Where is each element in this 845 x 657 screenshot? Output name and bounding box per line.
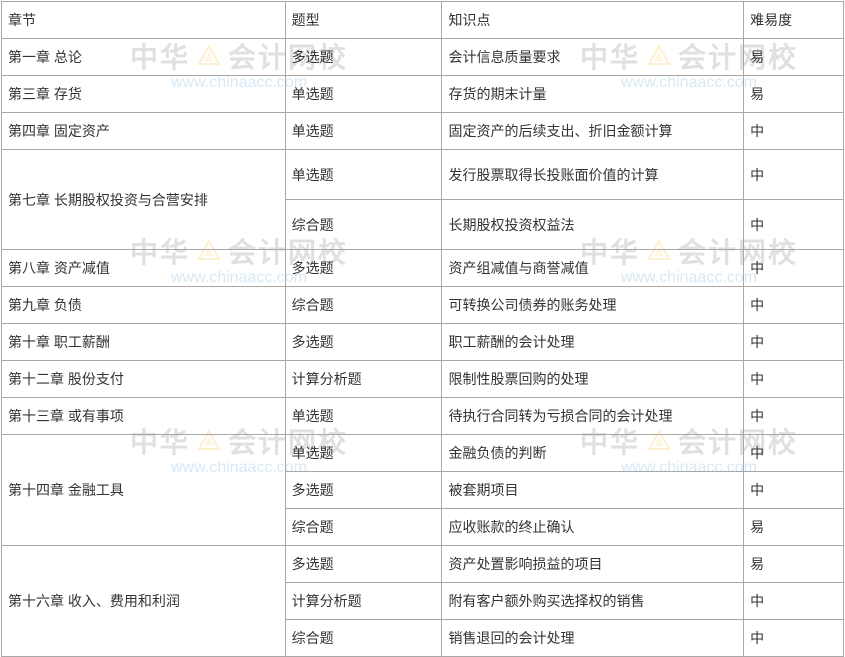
table-row: 第十六章 收入、费用和利润多选题资产处置影响损益的项目易 [2,546,844,583]
cell-knowledge: 可转换公司债券的账务处理 [442,287,744,324]
cell-difficulty: 易 [744,76,844,113]
cell-chapter: 第十四章 金融工具 [2,435,286,546]
cell-knowledge: 资产组减值与商誉减值 [442,250,744,287]
cell-type: 多选题 [285,250,442,287]
cell-knowledge: 固定资产的后续支出、折旧金额计算 [442,113,744,150]
cell-type: 综合题 [285,287,442,324]
table-header-row: 章节题型知识点难易度 [2,2,844,39]
cell-chapter: 第七章 长期股权投资与合营安排 [2,150,286,250]
cell-type: 综合题 [285,509,442,546]
cell-knowledge: 销售退回的会计处理 [442,620,744,657]
cell-chapter: 第十六章 收入、费用和利润 [2,546,286,657]
cell-knowledge: 待执行合同转为亏损合同的会计处理 [442,398,744,435]
table-row: 第七章 长期股权投资与合营安排单选题发行股票取得长投账面价值的计算中 [2,150,844,200]
cell-chapter: 第八章 资产减值 [2,250,286,287]
cell-knowledge: 长期股权投资权益法 [442,200,744,250]
cell-knowledge: 存货的期末计量 [442,76,744,113]
table-row: 第十二章 股份支付计算分析题限制性股票回购的处理中 [2,361,844,398]
cell-knowledge: 职工薪酬的会计处理 [442,324,744,361]
table-row: 第九章 负债综合题可转换公司债券的账务处理中 [2,287,844,324]
cell-difficulty: 中 [744,250,844,287]
cell-difficulty: 中 [744,583,844,620]
cell-type: 单选题 [285,76,442,113]
header-cell-knowledge: 知识点 [442,2,744,39]
cell-difficulty: 中 [744,620,844,657]
cell-type: 多选题 [285,324,442,361]
cell-chapter: 第十二章 股份支付 [2,361,286,398]
cell-difficulty: 中 [744,361,844,398]
table-row: 第四章 固定资产单选题固定资产的后续支出、折旧金额计算中 [2,113,844,150]
header-cell-difficulty: 难易度 [744,2,844,39]
cell-difficulty: 易 [744,39,844,76]
cell-chapter: 第四章 固定资产 [2,113,286,150]
header-cell-chapter: 章节 [2,2,286,39]
table-row: 第八章 资产减值多选题资产组减值与商誉减值中 [2,250,844,287]
cell-knowledge: 资产处置影响损益的项目 [442,546,744,583]
cell-type: 单选题 [285,398,442,435]
cell-type: 计算分析题 [285,583,442,620]
cell-type: 单选题 [285,113,442,150]
cell-type: 多选题 [285,472,442,509]
cell-knowledge: 金融负债的判断 [442,435,744,472]
table-row: 第十四章 金融工具单选题金融负债的判断中 [2,435,844,472]
header-cell-type: 题型 [285,2,442,39]
cell-chapter: 第十三章 或有事项 [2,398,286,435]
cell-difficulty: 中 [744,398,844,435]
cell-type: 计算分析题 [285,361,442,398]
cell-chapter: 第九章 负债 [2,287,286,324]
cell-difficulty: 中 [744,472,844,509]
cell-difficulty: 易 [744,509,844,546]
cell-type: 单选题 [285,435,442,472]
cell-knowledge: 会计信息质量要求 [442,39,744,76]
cell-difficulty: 中 [744,113,844,150]
exam-topics-table: 章节题型知识点难易度第一章 总论多选题会计信息质量要求易第三章 存货单选题存货的… [1,1,844,657]
cell-type: 单选题 [285,150,442,200]
cell-knowledge: 发行股票取得长投账面价值的计算 [442,150,744,200]
cell-difficulty: 中 [744,287,844,324]
cell-difficulty: 中 [744,150,844,200]
cell-chapter: 第三章 存货 [2,76,286,113]
cell-knowledge: 应收账款的终止确认 [442,509,744,546]
cell-difficulty: 中 [744,435,844,472]
table-row: 第十章 职工薪酬多选题职工薪酬的会计处理中 [2,324,844,361]
cell-type: 多选题 [285,546,442,583]
cell-difficulty: 易 [744,546,844,583]
cell-knowledge: 附有客户额外购买选择权的销售 [442,583,744,620]
cell-type: 综合题 [285,200,442,250]
table-row: 第三章 存货单选题存货的期末计量易 [2,76,844,113]
cell-knowledge: 被套期项目 [442,472,744,509]
cell-knowledge: 限制性股票回购的处理 [442,361,744,398]
cell-type: 多选题 [285,39,442,76]
cell-difficulty: 中 [744,200,844,250]
cell-type: 综合题 [285,620,442,657]
cell-difficulty: 中 [744,324,844,361]
table-row: 第十三章 或有事项单选题待执行合同转为亏损合同的会计处理中 [2,398,844,435]
table-row: 第一章 总论多选题会计信息质量要求易 [2,39,844,76]
cell-chapter: 第十章 职工薪酬 [2,324,286,361]
cell-chapter: 第一章 总论 [2,39,286,76]
